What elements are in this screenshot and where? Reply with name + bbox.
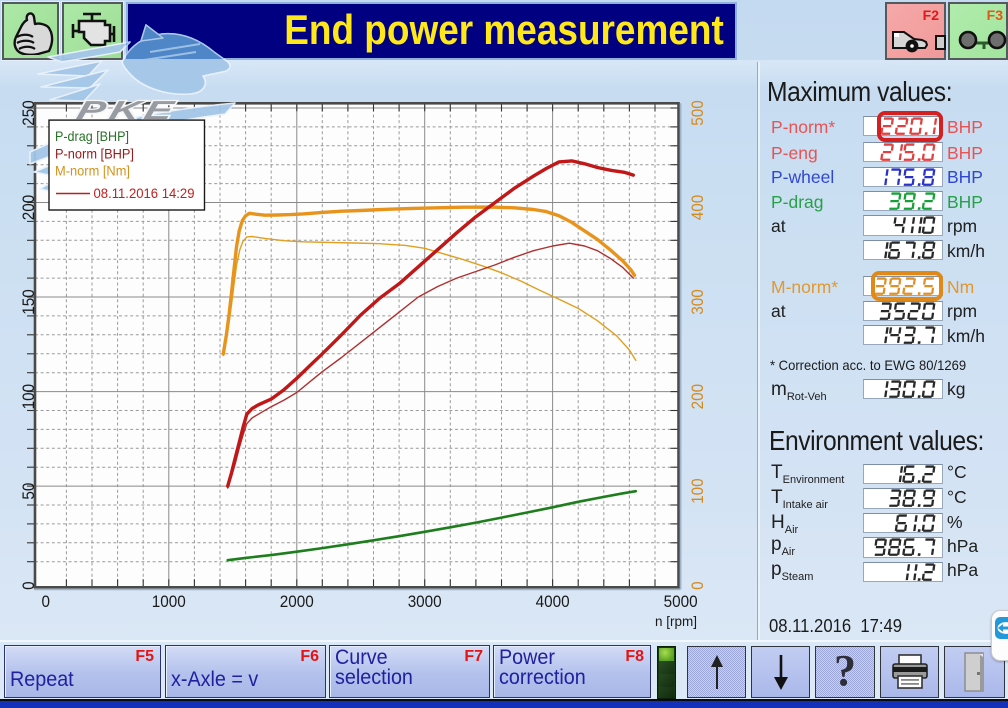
svg-text:300: 300	[688, 289, 707, 315]
svg-text:50: 50	[19, 483, 38, 500]
svg-text:500: 500	[688, 100, 707, 126]
svg-text:250: 250	[19, 100, 38, 126]
svg-text:M-norm [Nm]: M-norm [Nm]	[55, 163, 130, 179]
svg-text:P-norm [BHP]: P-norm [BHP]	[55, 146, 134, 162]
svg-text:100: 100	[688, 478, 707, 504]
svg-text:0: 0	[688, 581, 707, 590]
svg-text:200: 200	[19, 195, 38, 221]
svg-text:1000: 1000	[152, 592, 186, 611]
svg-text:5000: 5000	[664, 592, 698, 611]
svg-text:n [rpm]: n [rpm]	[655, 613, 697, 629]
svg-text:100: 100	[19, 384, 38, 410]
svg-text:P-drag [BHP]: P-drag [BHP]	[55, 128, 129, 144]
svg-text:08.11.2016 14:29: 08.11.2016 14:29	[94, 185, 195, 201]
svg-text:400: 400	[688, 195, 707, 221]
svg-text:150: 150	[19, 289, 38, 315]
svg-text:3000: 3000	[408, 592, 442, 611]
svg-text:0: 0	[42, 592, 51, 611]
svg-text:200: 200	[688, 384, 707, 410]
svg-text:4000: 4000	[536, 592, 570, 611]
svg-text:0: 0	[19, 581, 38, 590]
svg-text:2000: 2000	[280, 592, 314, 611]
